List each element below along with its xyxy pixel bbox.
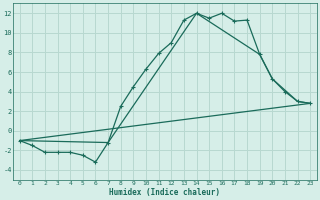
X-axis label: Humidex (Indice chaleur): Humidex (Indice chaleur) <box>109 188 220 197</box>
